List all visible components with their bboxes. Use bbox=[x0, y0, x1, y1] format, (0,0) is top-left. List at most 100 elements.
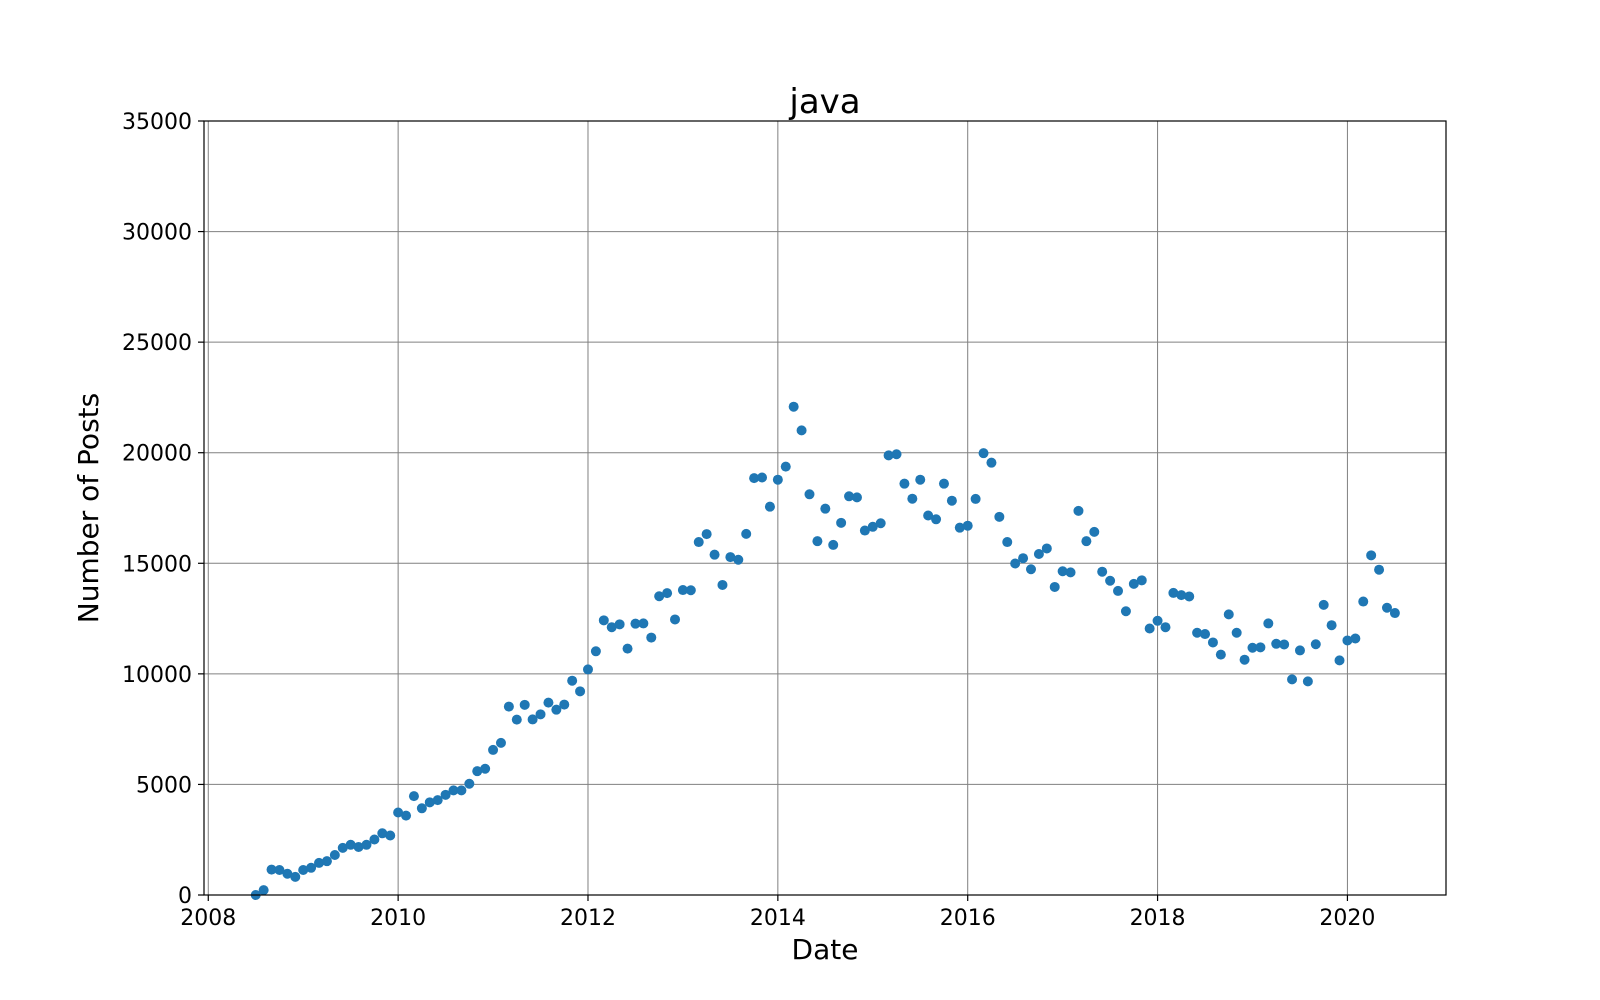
data-point bbox=[1120, 606, 1131, 617]
y-tick-label: 5000 bbox=[136, 773, 192, 798]
data-point bbox=[1113, 585, 1124, 596]
data-point bbox=[772, 474, 783, 485]
data-point bbox=[662, 588, 673, 599]
data-point bbox=[638, 618, 649, 629]
x-axis-label: Date bbox=[792, 933, 859, 966]
data-point bbox=[757, 472, 768, 483]
data-point bbox=[488, 744, 499, 755]
x-tick-label: 2014 bbox=[750, 906, 806, 931]
x-tick-label: 2010 bbox=[370, 906, 426, 931]
y-tick-label: 25000 bbox=[122, 331, 192, 356]
data-point bbox=[867, 521, 878, 532]
data-point bbox=[701, 529, 712, 540]
plot-area-frame bbox=[203, 120, 1447, 896]
data-point bbox=[875, 518, 886, 529]
data-point bbox=[646, 632, 657, 643]
data-point bbox=[503, 701, 514, 712]
data-point bbox=[1097, 566, 1108, 577]
data-point bbox=[1326, 620, 1337, 631]
data-point bbox=[1342, 635, 1353, 646]
data-point bbox=[1294, 645, 1305, 656]
data-point bbox=[1207, 637, 1218, 648]
data-point bbox=[1358, 596, 1369, 607]
y-tick-label: 35000 bbox=[122, 110, 192, 135]
data-point bbox=[804, 489, 815, 500]
data-point bbox=[1239, 654, 1250, 665]
data-point bbox=[535, 709, 546, 720]
data-point bbox=[495, 737, 506, 748]
data-point bbox=[266, 864, 277, 875]
y-tick-label: 0 bbox=[178, 884, 192, 909]
data-point bbox=[970, 493, 981, 504]
data-point bbox=[828, 539, 839, 550]
data-point bbox=[693, 537, 704, 548]
data-point bbox=[844, 491, 855, 502]
data-point bbox=[788, 401, 799, 412]
data-point bbox=[1223, 609, 1234, 620]
data-point bbox=[820, 503, 831, 514]
data-point bbox=[440, 789, 451, 800]
data-point bbox=[614, 619, 625, 630]
data-point bbox=[1065, 567, 1076, 578]
data-point bbox=[1144, 623, 1155, 634]
data-point bbox=[1263, 618, 1274, 629]
data-point bbox=[1255, 642, 1266, 653]
data-point bbox=[1128, 578, 1139, 589]
data-point bbox=[1136, 575, 1147, 586]
data-point bbox=[749, 473, 760, 484]
data-point bbox=[1215, 649, 1226, 660]
data-point bbox=[1002, 537, 1013, 548]
data-point bbox=[401, 810, 412, 821]
data-point bbox=[1271, 638, 1282, 649]
data-point bbox=[393, 807, 404, 818]
data-point bbox=[1350, 633, 1361, 644]
data-point bbox=[923, 510, 934, 521]
data-point bbox=[448, 785, 459, 796]
data-point bbox=[725, 552, 736, 563]
data-point bbox=[353, 842, 364, 853]
data-point bbox=[796, 425, 807, 436]
data-point bbox=[677, 585, 688, 596]
data-point bbox=[511, 714, 522, 725]
grid-lines bbox=[204, 120, 1446, 896]
data-point bbox=[1025, 564, 1036, 575]
data-point bbox=[780, 461, 791, 472]
data-point bbox=[978, 448, 989, 459]
data-point bbox=[1160, 622, 1171, 633]
data-point bbox=[416, 803, 427, 814]
data-point bbox=[527, 714, 538, 725]
data-point bbox=[1334, 655, 1345, 666]
data-point bbox=[519, 699, 530, 710]
data-point bbox=[1192, 627, 1203, 638]
data-point bbox=[598, 615, 609, 626]
data-point bbox=[369, 834, 380, 845]
data-point bbox=[1152, 615, 1163, 626]
data-point bbox=[559, 699, 570, 710]
data-point bbox=[472, 766, 483, 777]
data-point bbox=[1033, 548, 1044, 559]
data-point bbox=[432, 795, 443, 806]
data-point bbox=[606, 622, 617, 633]
data-point bbox=[590, 646, 601, 657]
data-point bbox=[306, 862, 317, 873]
data-point bbox=[764, 501, 775, 512]
data-point bbox=[361, 839, 372, 850]
data-point bbox=[630, 618, 641, 629]
data-point bbox=[741, 528, 752, 539]
data-point bbox=[1389, 608, 1400, 619]
data-point bbox=[551, 704, 562, 715]
data-point bbox=[891, 449, 902, 460]
data-point bbox=[1018, 553, 1029, 564]
data-point bbox=[907, 493, 918, 504]
data-point bbox=[1057, 566, 1068, 577]
data-point bbox=[1287, 674, 1298, 685]
data-point bbox=[1231, 627, 1242, 638]
x-tick-label: 2020 bbox=[1319, 906, 1375, 931]
data-point bbox=[464, 778, 475, 789]
data-point bbox=[408, 791, 419, 802]
data-point bbox=[480, 763, 491, 774]
data-point bbox=[1049, 581, 1060, 592]
data-point bbox=[994, 511, 1005, 522]
data-point bbox=[1176, 590, 1187, 601]
